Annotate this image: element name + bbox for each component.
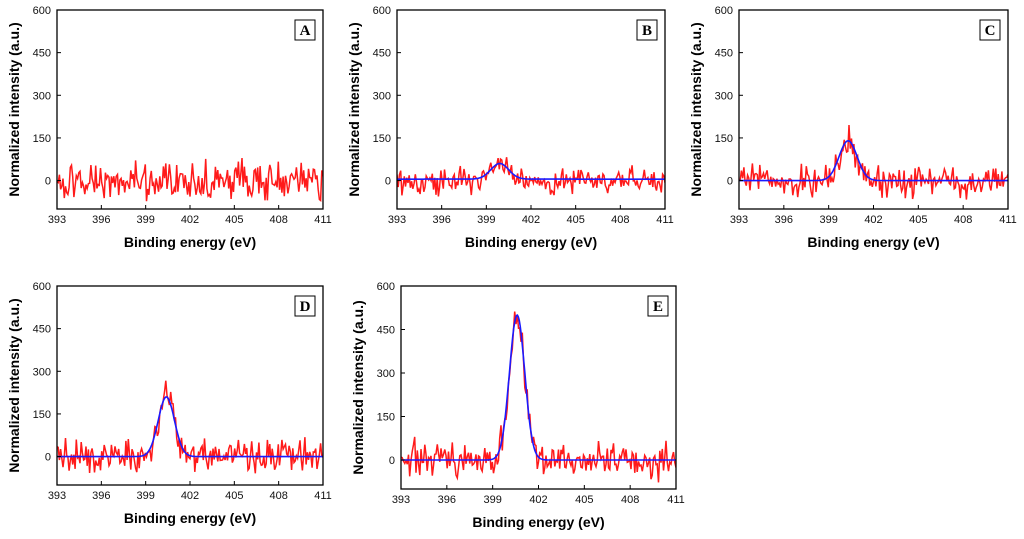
x-tick-label: 402: [529, 494, 547, 506]
x-tick-label: 399: [477, 214, 495, 226]
x-tick-label: 408: [954, 214, 972, 226]
y-tick-label: 300: [33, 366, 51, 378]
y-axis-title: Normalized intensity (a.u.): [688, 22, 704, 196]
panel-e: 393 396 399 402 405 408 411 0 150 300 450 600 Bindin…: [350, 281, 685, 530]
x-tick-label: 411: [314, 214, 332, 226]
panel-letter: C: [985, 23, 996, 39]
y-axis-title: Normalized intensity (a.u.): [6, 22, 22, 196]
y-tick-label: 150: [33, 409, 51, 421]
y-tick-label: 150: [373, 133, 391, 145]
x-axis-title: Binding energy (eV): [807, 234, 939, 250]
raw-spectrum-line-d: [57, 380, 323, 474]
y-tick-label: 450: [373, 48, 391, 60]
x-tick-label: 405: [909, 214, 927, 226]
panel-letter-box: [647, 295, 669, 317]
x-tick-label: 405: [225, 214, 243, 226]
x-tick-label: 396: [92, 214, 110, 226]
x-tick-label: 402: [864, 214, 882, 226]
panel-letter-box: [294, 19, 316, 41]
fit-curve-line-b: [397, 162, 665, 180]
x-tick-label: 402: [181, 490, 199, 502]
panel-letter: E: [653, 299, 663, 315]
y-tick-label: 150: [377, 412, 395, 424]
fit-curve-line-e: [401, 314, 676, 461]
x-tick-label: 399: [136, 214, 154, 226]
x-tick-label: 399: [483, 494, 501, 506]
y-axis-title: Normalized intensity (a.u.): [6, 298, 22, 472]
panel-letter-box: [636, 19, 658, 41]
y-tick-label: 0: [385, 176, 391, 188]
fit-curve-line-d: [57, 396, 323, 458]
raw-spectrum-line-a: [57, 157, 323, 203]
y-tick-label: 600: [377, 281, 395, 293]
x-axis-title: Binding energy (eV): [124, 510, 256, 526]
y-tick-label: 0: [389, 455, 395, 467]
x-axis-title: Binding energy (eV): [465, 234, 597, 250]
raw-spectrum-line-b: [397, 157, 665, 197]
y-tick-label: 0: [45, 176, 51, 188]
raw-spectrum-line-e: [401, 311, 676, 483]
panel-a: 393 396 399 402 405 408 411 0 150 300 450 600 Bindin…: [6, 5, 332, 250]
x-tick-label: 411: [656, 214, 674, 226]
x-tick-label: 408: [611, 214, 629, 226]
panel-letter: D: [300, 299, 311, 315]
y-tick-label: 0: [727, 176, 733, 188]
panel-letter-box: [294, 295, 316, 317]
y-tick-label: 600: [33, 281, 51, 293]
x-tick-label: 402: [181, 214, 199, 226]
y-tick-label: 300: [377, 368, 395, 380]
x-tick-label: 396: [432, 214, 450, 226]
x-tick-label: 396: [775, 214, 793, 226]
x-tick-label: 405: [566, 214, 584, 226]
y-tick-label: 600: [715, 5, 733, 17]
x-axis-title: Binding energy (eV): [124, 234, 256, 250]
x-tick-label: 396: [92, 490, 110, 502]
panel-letter-box: [979, 19, 1001, 41]
raw-spectrum-line-c: [739, 124, 1008, 200]
x-tick-label: 393: [48, 214, 66, 226]
x-axis-title: Binding energy (eV): [472, 514, 604, 530]
y-tick-label: 300: [715, 90, 733, 102]
y-tick-label: 450: [715, 48, 733, 60]
x-tick-label: 402: [522, 214, 540, 226]
fit-curve-line-c: [739, 139, 1008, 182]
y-tick-label: 600: [373, 5, 391, 17]
panel-letter: A: [300, 23, 311, 39]
x-tick-label: 408: [621, 494, 639, 506]
panel-b: 393 396 399 402 405 408 411 0 150 300 450 600 Bindin…: [346, 5, 674, 250]
y-tick-label: 450: [33, 324, 51, 336]
x-tick-label: 393: [730, 214, 748, 226]
x-tick-label: 399: [136, 490, 154, 502]
y-tick-label: 0: [45, 452, 51, 464]
y-tick-label: 300: [373, 90, 391, 102]
y-tick-label: 450: [377, 325, 395, 337]
y-tick-label: 450: [33, 48, 51, 60]
panel-letter: B: [642, 23, 652, 39]
x-tick-label: 393: [388, 214, 406, 226]
x-tick-label: 399: [819, 214, 837, 226]
x-tick-label: 393: [392, 494, 410, 506]
y-tick-label: 600: [33, 5, 51, 17]
y-tick-label: 150: [33, 133, 51, 145]
x-tick-label: 408: [269, 214, 287, 226]
x-tick-label: 393: [48, 490, 66, 502]
x-tick-label: 411: [314, 490, 332, 502]
x-tick-label: 411: [667, 494, 685, 506]
panel-d: 393 396 399 402 405 408 411 0 150 300 450 600 Bindin…: [6, 281, 332, 526]
x-tick-label: 408: [269, 490, 287, 502]
panel-c: 393 396 399 402 405 408 411 0 150 300 450 600 Bindin…: [688, 5, 1017, 250]
x-tick-label: 396: [438, 494, 456, 506]
x-tick-label: 411: [999, 214, 1017, 226]
y-tick-label: 300: [33, 90, 51, 102]
y-axis-title: Normalized intensity (a.u.): [346, 22, 362, 196]
y-axis-title: Normalized intensity (a.u.): [350, 300, 366, 474]
x-tick-label: 405: [225, 490, 243, 502]
x-tick-label: 405: [575, 494, 593, 506]
y-tick-label: 150: [715, 133, 733, 145]
